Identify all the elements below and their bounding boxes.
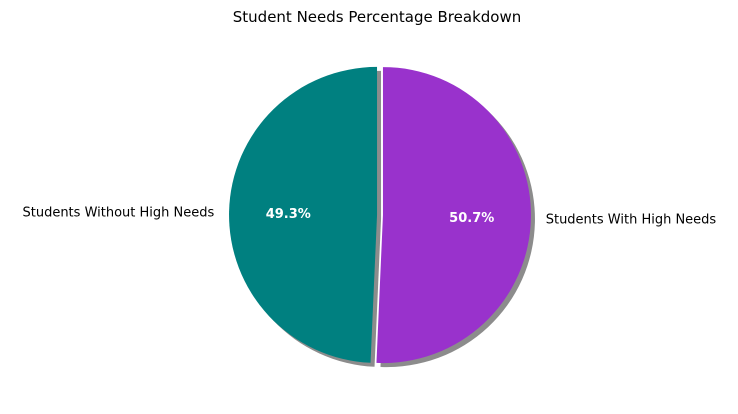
slice-students-with-high-needs <box>376 67 531 364</box>
pie-labels: 49.3% Students Without High Needs 50.7% Stu… <box>22 205 716 227</box>
slice-percent-label-students-without-high-needs: 49.3% <box>266 207 311 222</box>
slice-percent-label-students-with-high-needs: 50.7% <box>449 211 494 226</box>
pie-slices <box>229 66 531 364</box>
slice-label-students-with-high-needs: Students With High Needs <box>546 213 717 228</box>
slice-students-without-high-needs <box>229 66 378 363</box>
chart-title: Student Needs Percentage Breakdown <box>233 8 521 26</box>
slice-label-students-without-high-needs: Students Without High Needs <box>22 205 214 220</box>
